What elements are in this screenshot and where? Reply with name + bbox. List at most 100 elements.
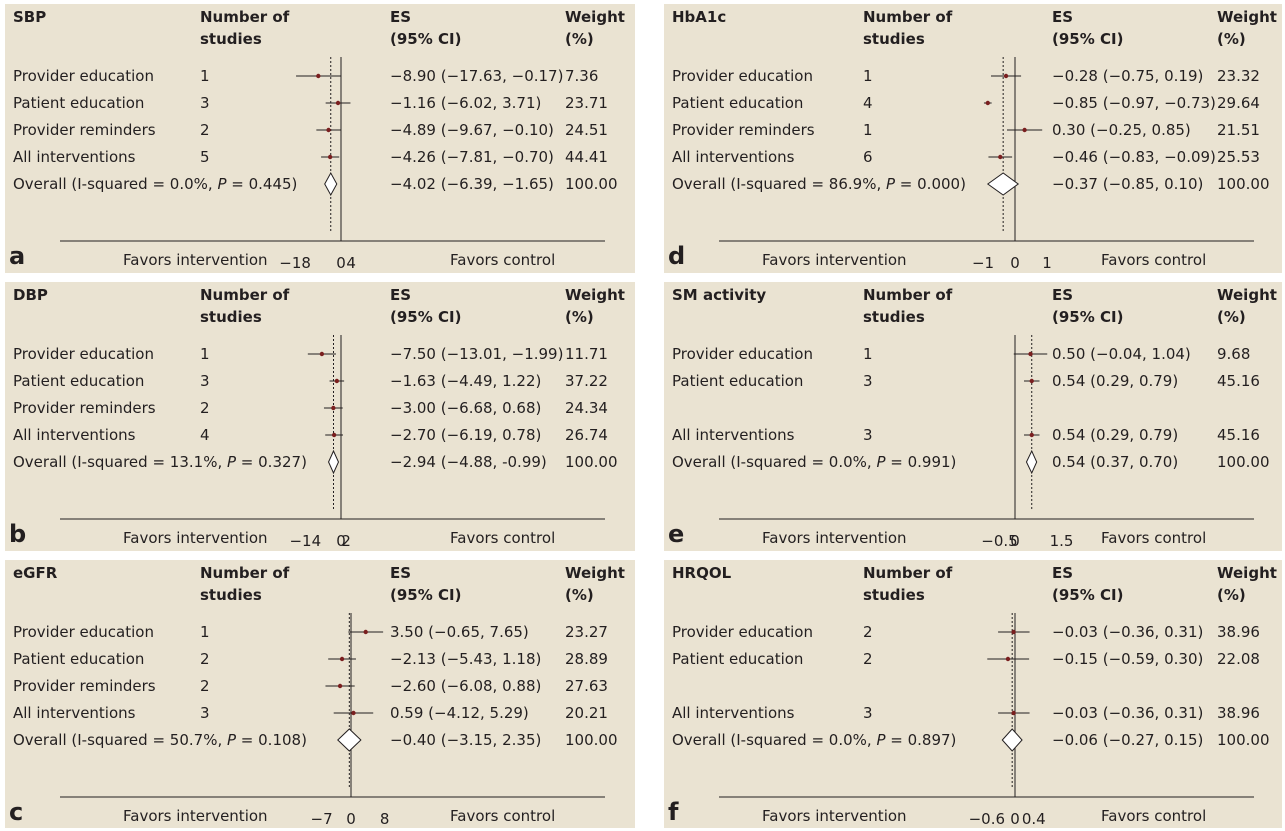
point-estimate [327,154,333,160]
row-label: All interventions [672,148,795,166]
point-estimate [334,378,340,384]
row-label: Patient education [13,650,145,668]
x-tick-label: 0 [1010,254,1020,272]
x-tick-label: 1 [1042,254,1052,272]
p-symbol: P [226,731,237,749]
panel-title: DBP [13,286,48,304]
forest-plot-area: −14 02 [60,335,605,550]
row-label: Provider education [672,623,813,641]
row-studies: 1 [863,67,873,85]
es-header: (95% CI) [1052,586,1124,604]
row-studies: 3 [200,372,210,390]
row-es-ci: 0.54 (0.29, 0.79) [1052,372,1179,390]
studies-header: Number of [863,8,953,26]
row-weight: 21.51 [1217,121,1260,139]
forest-panel-a: SBP Number of studies ES (95% CI) Weight (%) −1… [5,4,635,273]
row-label: Provider reminders [13,399,156,417]
forest-plot-area: −0.6 0 0.4 [719,613,1254,828]
row-studies: 3 [863,372,873,390]
x-tick-label: −1 [972,254,994,272]
studies-header: studies [200,30,262,48]
x-tick-label: −7 [311,810,333,828]
weight-header: Weight [565,286,625,304]
row-studies: 3 [200,94,210,112]
x-tick-label: 8 [380,810,390,828]
panel-letter: c [9,798,24,826]
panel-letter: d [668,242,686,270]
point-estimate [1011,629,1016,635]
row-weight: 28.89 [565,650,608,668]
x-tick-label: −0.5 [981,532,1017,550]
forest-panel-f: HRQOL Number of studies ES (95% CI) Weight (%)… [664,560,1282,828]
row-weight: 23.32 [1217,67,1260,85]
overall-label: Overall (I-squared = 0.0%, P = 0.897) [672,731,957,749]
overall-es-ci: 0.54 (0.37, 0.70) [1052,453,1179,471]
x-tick-label: 2 [341,532,351,550]
row-weight: 38.96 [1217,623,1260,641]
row-studies: 1 [200,623,210,641]
row-weight: 23.71 [565,94,608,112]
forest-panel-b: DBP Number of studies ES (95% CI) Weight (%) −1… [5,282,635,551]
studies-header: Number of [863,564,953,582]
row-weight: 27.63 [565,677,608,695]
row-studies: 3 [863,426,873,444]
favors-intervention-label: Favors intervention [762,251,907,269]
row-es-ci: −4.89 (−9.67, −0.10) [390,121,554,139]
row-label: All interventions [672,426,795,444]
row-es-ci: 0.30 (−0.25, 0.85) [1052,121,1191,139]
row-label: Provider education [13,623,154,641]
overall-weight: 100.00 [565,731,618,749]
weight-header: Weight [1217,286,1277,304]
es-header: ES [1052,564,1074,582]
studies-header: studies [200,586,262,604]
forest-plot-area: −0.50 1.5 [719,335,1254,550]
panel-title: HRQOL [672,564,732,582]
weight-header: (%) [565,586,594,604]
row-es-ci: −1.63 (−4.49, 1.22) [390,372,542,390]
point-estimate [1028,351,1033,357]
panel-title: SM activity [672,286,767,304]
row-studies: 1 [200,345,210,363]
x-tick-label: 0.4 [1022,810,1046,828]
es-header: (95% CI) [390,30,462,48]
row-weight: 9.68 [1217,345,1251,363]
row-es-ci: −7.50 (−13.01, −1.99) [390,345,564,363]
row-studies: 3 [200,704,210,722]
row-studies: 4 [863,94,873,112]
row-es-ci: −4.26 (−7.81, −0.70) [390,148,554,166]
overall-diamond [1001,728,1023,752]
overall-es-ci: −4.02 (−6.39, −1.65) [390,175,554,193]
studies-header: studies [863,30,925,48]
row-es-ci: 0.54 (0.29, 0.79) [1052,426,1179,444]
p-symbol: P [885,175,896,193]
panel-letter: a [9,242,26,270]
row-es-ci: −1.16 (−6.02, 3.71) [390,94,542,112]
es-header: ES [1052,8,1074,26]
forest-panel-d: HbA1c Number of studies ES (95% CI) Weight (%)… [664,4,1282,273]
row-es-ci: −0.85 (−0.97, −0.73) [1052,94,1216,112]
weight-header: Weight [565,564,625,582]
row-label: Patient education [13,372,145,390]
row-studies: 2 [200,399,210,417]
row-label: Patient education [672,94,804,112]
x-tick-label: −18 [279,254,311,272]
row-label: Provider education [672,67,813,85]
weight-header: (%) [1217,586,1246,604]
row-weight: 22.08 [1217,650,1260,668]
overall-es-ci: −2.94 (−4.88, -0.99) [390,453,547,471]
point-estimate [1005,656,1011,662]
panel-letter: b [9,520,27,548]
forest-plot-area: −1 0 1 [719,57,1254,272]
point-estimate [331,405,336,411]
favors-control-label: Favors control [1101,529,1207,547]
row-label: Provider reminders [13,121,156,139]
row-es-ci: −0.03 (−0.36, 0.31) [1052,623,1204,641]
p-symbol: P [226,453,237,471]
favors-control-label: Favors control [450,807,556,825]
point-estimate [326,127,331,133]
row-label: All interventions [672,704,795,722]
panel-title: HbA1c [672,8,727,26]
overall-diamond [337,728,362,752]
row-studies: 2 [200,650,210,668]
weight-header: Weight [565,8,625,26]
